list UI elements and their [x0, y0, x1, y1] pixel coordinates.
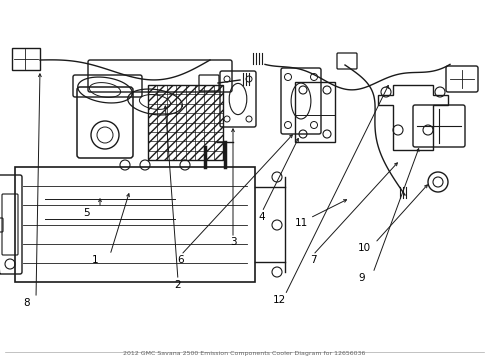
Text: 10: 10 [357, 243, 370, 253]
Text: 5: 5 [82, 208, 89, 218]
Text: 1: 1 [92, 255, 98, 265]
Text: 4: 4 [258, 212, 265, 222]
Text: 8: 8 [23, 298, 30, 308]
Text: 9: 9 [358, 273, 365, 283]
Text: 11: 11 [294, 218, 307, 228]
Text: 6: 6 [177, 255, 184, 265]
Text: 3: 3 [229, 237, 236, 247]
Text: 2: 2 [174, 280, 181, 290]
Text: 12: 12 [272, 295, 285, 305]
Text: 2012 GMC Savana 2500 Emission Components Cooler Diagram for 12656036: 2012 GMC Savana 2500 Emission Components… [122, 351, 365, 356]
Text: 7: 7 [309, 255, 316, 265]
